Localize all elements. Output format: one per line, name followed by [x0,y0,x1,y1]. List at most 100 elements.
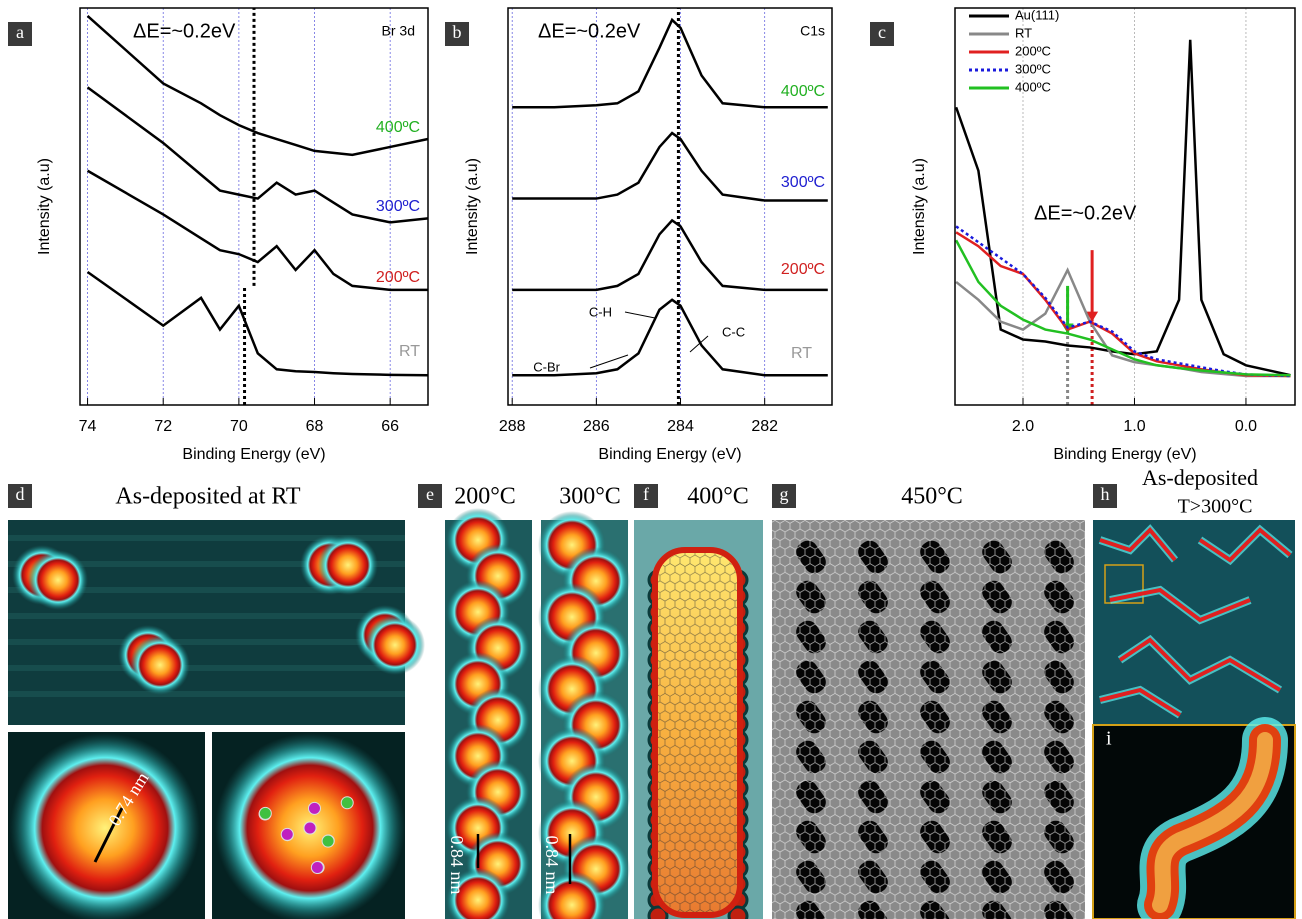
plot-area [955,8,1295,405]
chart: 74 72 70 68 66 Binding Energy (eV) Intensity (… [36,7,429,463]
panel-label: f [643,484,649,504]
legend-label: 200ºC [1015,43,1051,58]
labels: As-deposited at RT 200°C 300°C 400°C 450… [8,22,1258,895]
y-axis-label: Intensity (a.u) [911,158,928,255]
leader-line [589,354,629,369]
atom [340,796,354,810]
series-line [955,267,1291,378]
x-tick-label: 282 [751,418,778,435]
molecule [538,871,606,919]
atom [258,806,272,820]
x-tick-label: 0.0 [1235,418,1257,435]
charts: 74 72 70 68 66 Binding Energy (eV) Intensity (… [36,7,1296,463]
series-line [512,131,828,202]
atom [303,821,317,835]
terrace-streak [8,613,405,619]
atom [307,801,321,815]
series-line [955,225,1291,378]
x-tick-label: 288 [499,418,526,435]
molecule [318,535,378,595]
x-axis-label: Binding Energy (eV) [182,446,325,463]
series-label: 200ºC [781,261,825,278]
panel-label-box [634,484,658,508]
images [8,508,1296,919]
chain [1099,687,1182,717]
x-tick-label: 286 [583,418,610,435]
panel-label-box [870,22,894,46]
leader-line [689,335,709,353]
plot-frame [507,7,833,406]
series-label: 300ºC [781,174,825,191]
panel-title: 450°C [901,484,963,510]
annotation: C-Br [533,359,560,374]
chain [1198,527,1292,563]
chart: 2.0 1.0 0.0 Binding Energy (eV) Intensity (a… [911,7,1296,463]
annotation: ΔE=~0.2eV [1034,202,1137,224]
annotation: C-C [722,324,745,339]
x-tick-label: 72 [154,418,172,435]
atom [321,834,335,848]
plot-frame [79,7,429,406]
chain-core [1152,732,1273,913]
panel-label-box [8,484,32,508]
x-tick-label: 70 [230,418,248,435]
panel-label-box [418,484,442,508]
series-label: 200ºC [376,269,420,286]
chain [1109,587,1251,623]
scale-label: 0.84 nm [447,835,467,894]
terrace-streak [8,587,405,593]
panel-label-box [772,484,796,508]
atom [280,827,294,841]
plot-area [508,8,832,405]
x-tick-label: 284 [667,418,694,435]
annotation: C1s [800,23,825,39]
y-axis-label: Intensity (a.u) [36,158,53,255]
plot-frame [954,7,1296,406]
annotation: Br 3d [382,23,415,39]
chain [1099,527,1177,562]
annotation: C-H [589,304,612,319]
ribbon-lattice [658,553,737,912]
panel-label: e [426,484,434,504]
legend-label: Au(111) [1015,7,1059,22]
panel-title: As-deposited [1142,465,1258,490]
series-line [86,15,429,157]
annotation: ΔE=~0.2eV [133,20,236,42]
x-axis-label: Binding Energy (eV) [598,446,741,463]
terrace-streak [8,561,405,567]
molecule [365,615,425,675]
legend-label: 300ºC [1015,61,1051,76]
series-label: RT [399,343,420,360]
x-tick-label: 66 [381,418,399,435]
y-axis-label: Intensity (a.u) [464,158,481,255]
panel-label: b [453,22,462,42]
series-line [955,239,1291,377]
x-tick-label: 2.0 [1012,418,1034,435]
lattice [772,520,1085,919]
series-line [86,270,429,377]
x-tick-label: 1.0 [1123,418,1145,435]
panel-label: c [878,22,886,42]
arrow-head [1086,311,1099,322]
series-label: RT [791,345,812,362]
scale-bar [93,807,124,863]
leader-line [624,311,656,319]
panel-subtitle: T>300°C [1178,496,1253,518]
chart: 288 286 284 282 Binding Energy (eV) Intensity… [464,7,833,463]
scale-label: 0.84 nm [542,835,562,894]
terrace-streak [8,665,405,671]
series-line [86,86,429,224]
molecule [130,635,190,695]
series-label: 400ºC [781,83,825,100]
panel-title: As-deposited at RT [115,484,301,510]
x-tick-label: 74 [79,418,97,435]
zoom-box [1104,564,1144,604]
molecule [28,550,88,610]
panel-label-box [445,22,469,46]
series-label: 300ºC [376,198,420,215]
x-tick-label: 68 [306,418,324,435]
series-line [86,169,428,292]
panel-title: 400°C [687,484,749,510]
terrace-streak [8,535,405,541]
